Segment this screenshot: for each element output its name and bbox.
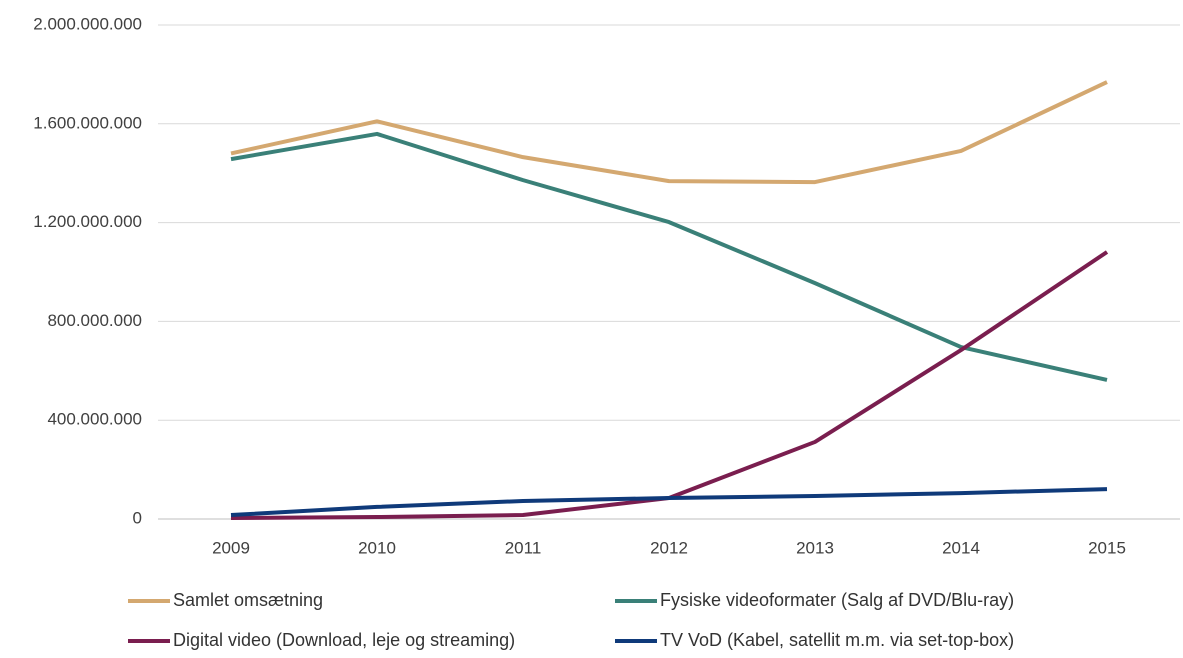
series-line (230, 131, 1108, 382)
y-tick-label: 400.000.000 (47, 410, 142, 429)
y-tick-label: 1.600.000.000 (33, 113, 142, 132)
x-tick-label: 2010 (358, 538, 396, 557)
y-tick-label: 800.000.000 (47, 311, 142, 330)
legend-label: TV VoD (Kabel, satellit m.m. via set-top… (660, 630, 1014, 650)
legend-label: Digital video (Download, leje og streami… (173, 630, 515, 650)
x-tick-label: 2011 (505, 538, 542, 557)
legend-label: Samlet omsætning (173, 590, 323, 610)
series-line (230, 80, 1108, 185)
series-line (230, 250, 1109, 521)
y-tick-label: 2.000.000.000 (33, 14, 142, 33)
x-tick-label: 2014 (942, 538, 980, 557)
y-tick-label: 0 (133, 508, 142, 527)
x-tick-label: 2009 (212, 538, 250, 557)
legend-label: Fysiske videoformater (Salg af DVD/Blu-r… (660, 590, 1014, 610)
x-tick-label: 2015 (1088, 538, 1126, 557)
x-tick-label: 2012 (650, 538, 688, 557)
y-tick-label: 1.200.000.000 (33, 212, 142, 231)
x-tick-label: 2013 (796, 538, 834, 557)
series-line (230, 487, 1108, 518)
